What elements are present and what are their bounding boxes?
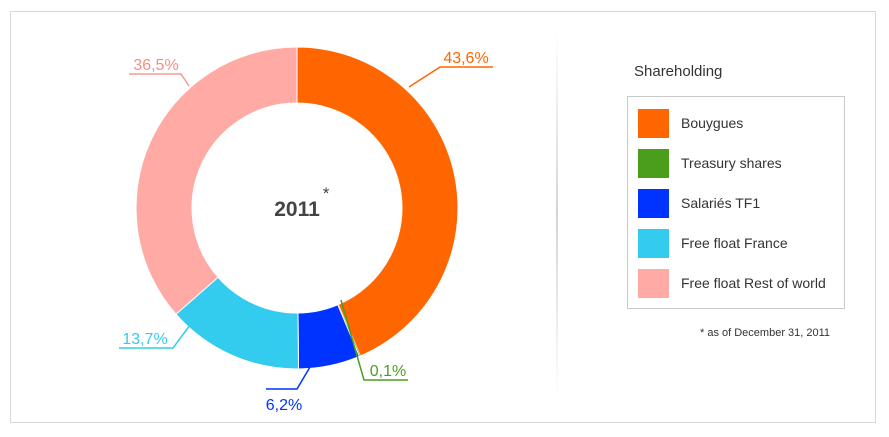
- donut-slice-free-float-rest-of-world: [135, 46, 298, 315]
- divider: [556, 30, 558, 400]
- leader-line: [408, 66, 493, 88]
- leader-line: [129, 73, 190, 87]
- legend-label: Free float France: [681, 235, 788, 251]
- center-year-label: 2011: [274, 198, 320, 221]
- legend-item-free-float-rest-of-world: Free float Rest of world: [638, 267, 826, 299]
- legend-swatch: [638, 188, 669, 218]
- leader-line: [119, 312, 200, 349]
- legend-label: Bouygues: [681, 115, 744, 131]
- donut-slice-bouygues: [296, 46, 459, 357]
- leader-line: [266, 361, 314, 390]
- data-label: 0,1%: [370, 363, 406, 380]
- legend-item-treasury-shares: Treasury shares: [638, 147, 782, 179]
- data-label: 13,7%: [122, 331, 167, 348]
- legend-item-bouygues: Bouygues: [638, 107, 743, 139]
- legend-label: Salariés TF1: [681, 195, 761, 211]
- center-asterisk: *: [323, 184, 330, 203]
- data-label: 43,6%: [443, 50, 488, 67]
- legend-item-free-float-france: Free float France: [638, 227, 788, 259]
- leader-line: [340, 299, 408, 381]
- data-label: 6,2%: [266, 397, 302, 414]
- legend-swatch: [638, 148, 669, 178]
- data-label: 36,5%: [133, 57, 178, 74]
- legend-title: Shareholding: [634, 63, 723, 80]
- footnote: * as of December 31, 2011: [700, 327, 831, 339]
- legend-swatch: [638, 268, 669, 298]
- legend-label: Free float Rest of world: [681, 275, 826, 291]
- legend-swatch: [638, 108, 669, 138]
- legend: Bouygues Treasury shares Salariés TF1 Fr…: [627, 96, 845, 309]
- legend-label: Treasury shares: [681, 155, 782, 171]
- legend-item-salaries-tf1: Salariés TF1: [638, 187, 760, 219]
- legend-swatch: [638, 228, 669, 258]
